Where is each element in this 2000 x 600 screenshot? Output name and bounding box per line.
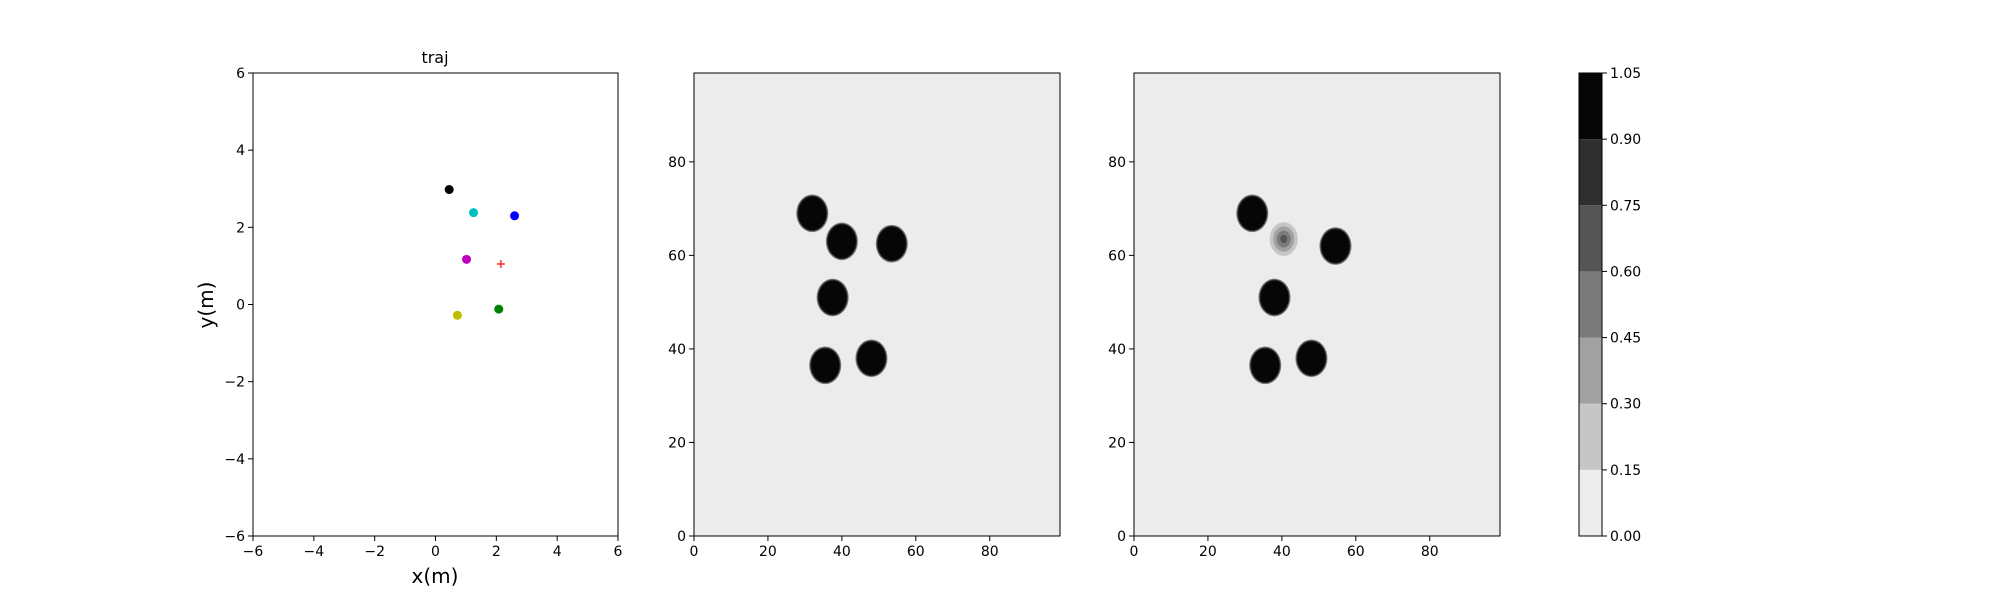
traj-title: traj [421,48,448,67]
colorbar-band [1579,139,1602,206]
map-2-y-tick-label: 60 [1108,248,1126,264]
map-2-x-tick-label: 40 [1273,544,1291,560]
colorbar-tick-label: 1.05 [1610,66,1641,82]
map-2-obstacle [1269,222,1298,256]
map-2-x-tick-label: 80 [1421,544,1439,560]
map-1-x-tick-label: 40 [833,544,851,560]
map-1-x-tick-label: 0 [690,544,699,560]
colorbar: 0.00 0.15 0.30 0.45 0.60 0.75 0.90 1.05 [1578,66,1641,545]
map-1-obstacle [875,224,908,263]
traj-y-tick-label: 0 [236,298,245,314]
colorbar-band [1579,469,1602,536]
traj-y-tick-label: 4 [236,143,245,159]
map-1-frame [693,72,1061,537]
map-1-obstacle [855,339,888,378]
colorbar-bands [1579,73,1602,536]
colorbar-tick-label: 0.15 [1610,463,1641,479]
traj-x-tick-label: 4 [553,544,562,560]
map-2-obstacles [1236,194,1352,385]
map-2-x-tick-label: 20 [1199,544,1217,560]
traj-x-tick-label: 6 [614,544,623,560]
traj-y-tick-label: −2 [224,375,245,391]
map-1-y-ticks: 0 20 40 60 80 [668,155,694,545]
traj-y-tick-label: 2 [236,220,245,236]
traj-point [510,211,520,221]
map-1-obstacle [825,222,858,261]
map-1-y-tick-label: 40 [668,342,686,358]
map-1-y-tick-label: 60 [668,248,686,264]
traj-axes-frame [252,72,619,537]
map-2-y-ticks: 0 20 40 60 80 [1108,155,1134,545]
traj-x-ticks: −6 −4 −2 0 2 4 6 [243,536,623,560]
map-2-y-tick-label: 0 [1117,529,1126,545]
map-panel-1: 0 20 40 60 80 0 20 40 60 80 [668,72,1061,560]
traj-point [494,304,504,314]
traj-point [469,208,479,218]
traj-y-tick-label: 6 [236,66,245,82]
map-1-background [694,73,1060,536]
traj-y-ticks: −6 −4 −2 0 2 4 6 [224,66,253,545]
map-1-obstacles [796,194,908,385]
traj-x-tick-label: −4 [304,544,325,560]
traj-goal-marker [496,259,505,268]
map-2-x-tick-label: 60 [1347,544,1365,560]
traj-point [452,310,462,320]
map-2-y-tick-label: 20 [1108,435,1126,451]
colorbar-tick-label: 0.60 [1610,264,1641,280]
map-2-obstacle [1249,346,1282,385]
traj-panel: traj −6 −4 −2 0 2 4 6 −6 −4 −2 0 2 4 6 x(m) y(m) [194,48,623,588]
traj-y-tick-label: −4 [224,452,245,468]
map-2-obstacle [1236,194,1269,233]
traj-x-tick-label: 0 [431,544,440,560]
map-1-obstacle [809,346,842,385]
map-1-y-tick-label: 80 [668,155,686,171]
colorbar-tick-label: 0.30 [1610,397,1641,413]
colorbar-band [1579,337,1602,404]
colorbar-ticks: 0.00 0.15 0.30 0.45 0.60 0.75 0.90 1.05 [1602,66,1641,545]
colorbar-band [1579,403,1602,470]
map-1-x-tick-label: 20 [759,544,777,560]
traj-x-tick-label: 2 [492,544,501,560]
map-2-y-tick-label: 40 [1108,342,1126,358]
colorbar-tick-label: 0.45 [1610,331,1641,347]
traj-point [462,254,472,264]
map-1-x-tick-label: 60 [907,544,925,560]
map-2-y-tick-label: 80 [1108,155,1126,171]
colorbar-band [1579,271,1602,338]
colorbar-frame [1578,72,1603,537]
traj-x-tick-label: −2 [364,544,385,560]
map-1-x-tick-label: 80 [981,544,999,560]
colorbar-band [1579,205,1602,272]
colorbar-tick-label: 0.75 [1610,198,1641,214]
map-1-y-tick-label: 20 [668,435,686,451]
map-2-background [1134,73,1500,536]
traj-ylabel: y(m) [194,282,218,329]
map-2-obstacle [1319,227,1352,265]
map-2-obstacle [1295,339,1328,378]
colorbar-tick-label: 0.90 [1610,132,1641,148]
map-1-x-ticks: 0 20 40 60 80 [690,536,999,560]
map-1-y-tick-label: 0 [677,529,686,545]
map-2-x-tick-label: 0 [1130,544,1139,560]
traj-y-tick-label: −6 [224,529,245,545]
map-1-obstacle [816,278,849,317]
traj-x-tick-label: −6 [243,544,264,560]
traj-points [444,185,520,320]
map-2-x-ticks: 0 20 40 60 80 [1130,536,1439,560]
colorbar-band [1579,73,1602,140]
map-1-obstacle [796,194,829,233]
traj-xlabel: x(m) [412,564,459,588]
traj-point [444,185,454,195]
map-2-frame [1133,72,1501,537]
map-2-obstacle [1258,278,1291,317]
colorbar-tick-label: 0.00 [1610,529,1641,545]
map-panel-2: 0 20 40 60 80 0 20 40 60 80 [1108,72,1501,560]
